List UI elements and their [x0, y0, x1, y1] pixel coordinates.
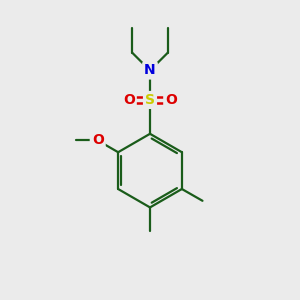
Text: O: O: [92, 134, 104, 147]
Text: S: S: [145, 93, 155, 107]
Text: O: O: [123, 93, 135, 107]
Text: O: O: [165, 93, 177, 107]
Text: N: N: [144, 64, 156, 77]
